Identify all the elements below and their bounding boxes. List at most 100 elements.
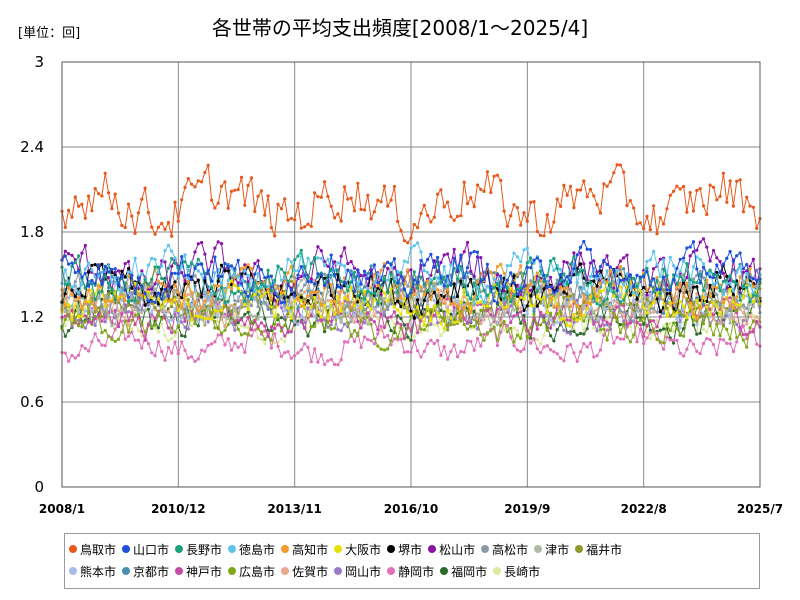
data-point (495, 343, 499, 348)
x-tick-label: 2010/12 (151, 502, 205, 516)
data-point (688, 245, 692, 249)
data-point (376, 198, 380, 202)
data-point (399, 317, 403, 321)
data-point (236, 318, 240, 322)
legend-label: 熊本市 (80, 564, 117, 579)
data-point (731, 300, 736, 304)
data-point (509, 264, 513, 268)
data-point (406, 322, 410, 327)
data-point (402, 259, 406, 263)
data-point (359, 298, 363, 302)
data-point (652, 249, 656, 253)
data-point (559, 272, 563, 277)
data-point (100, 343, 104, 347)
data-point (210, 260, 214, 264)
data-point (156, 265, 160, 269)
legend-label: 佐賀市 (292, 564, 329, 579)
data-point (253, 272, 257, 276)
data-point (485, 304, 489, 308)
data-point (263, 301, 267, 305)
legend-label: 福井市 (586, 542, 623, 557)
data-point (682, 327, 686, 331)
data-point (286, 280, 290, 284)
data-point (452, 218, 456, 222)
data-point (352, 306, 357, 310)
data-point (622, 319, 626, 323)
data-point (718, 337, 722, 341)
data-point (426, 329, 430, 333)
data-point (223, 328, 227, 332)
data-point (110, 207, 114, 211)
data-point (446, 200, 450, 204)
data-point (213, 300, 217, 305)
data-point (529, 288, 533, 292)
data-point (505, 278, 509, 282)
data-point (183, 260, 187, 264)
data-point (180, 306, 184, 310)
data-point (210, 198, 214, 202)
data-point (655, 232, 659, 236)
data-point (549, 311, 553, 315)
data-point (336, 315, 340, 319)
data-point (745, 306, 749, 311)
data-point (402, 293, 406, 297)
data-point (173, 306, 177, 310)
data-point (605, 320, 609, 324)
data-point (93, 310, 97, 314)
data-point (588, 319, 593, 323)
data-point (259, 305, 263, 309)
data-point (635, 320, 639, 324)
data-point (303, 265, 307, 269)
data-point (578, 331, 583, 336)
data-point (123, 288, 127, 292)
data-point (266, 305, 270, 309)
data-point (160, 282, 164, 286)
data-point (512, 326, 516, 330)
data-point (67, 252, 71, 256)
data-point (87, 309, 91, 313)
data-point (319, 256, 323, 260)
data-point (618, 259, 623, 263)
data-point (120, 274, 124, 278)
data-point (176, 219, 180, 223)
data-point (316, 296, 320, 300)
legend-marker (481, 545, 490, 553)
data-point (416, 323, 420, 328)
data-point (642, 315, 646, 319)
data-point (103, 344, 107, 348)
data-point (582, 328, 586, 332)
data-point (166, 299, 170, 303)
data-point (153, 317, 157, 321)
data-point (605, 254, 609, 258)
data-point (525, 328, 529, 332)
data-point (602, 258, 606, 262)
data-point (100, 282, 104, 286)
data-point (87, 288, 91, 292)
data-point (711, 313, 716, 317)
data-point (499, 330, 503, 334)
data-point (396, 321, 400, 325)
data-point (263, 276, 267, 280)
data-point (522, 347, 526, 351)
data-point (229, 310, 234, 314)
data-point (595, 318, 599, 322)
data-point (70, 261, 74, 265)
data-point (665, 306, 669, 310)
data-point (236, 258, 240, 262)
data-point (73, 280, 77, 284)
data-point (219, 263, 224, 267)
data-point (402, 323, 406, 327)
data-point (313, 290, 317, 294)
data-point (160, 349, 164, 354)
data-point (549, 296, 553, 300)
data-point (83, 295, 87, 299)
data-point (366, 277, 370, 281)
data-point (303, 326, 307, 330)
data-point (150, 299, 154, 303)
data-point (455, 355, 460, 359)
data-point (668, 300, 672, 305)
data-point (273, 327, 277, 331)
data-point (568, 262, 573, 266)
data-point (359, 345, 363, 350)
data-point (748, 275, 752, 279)
